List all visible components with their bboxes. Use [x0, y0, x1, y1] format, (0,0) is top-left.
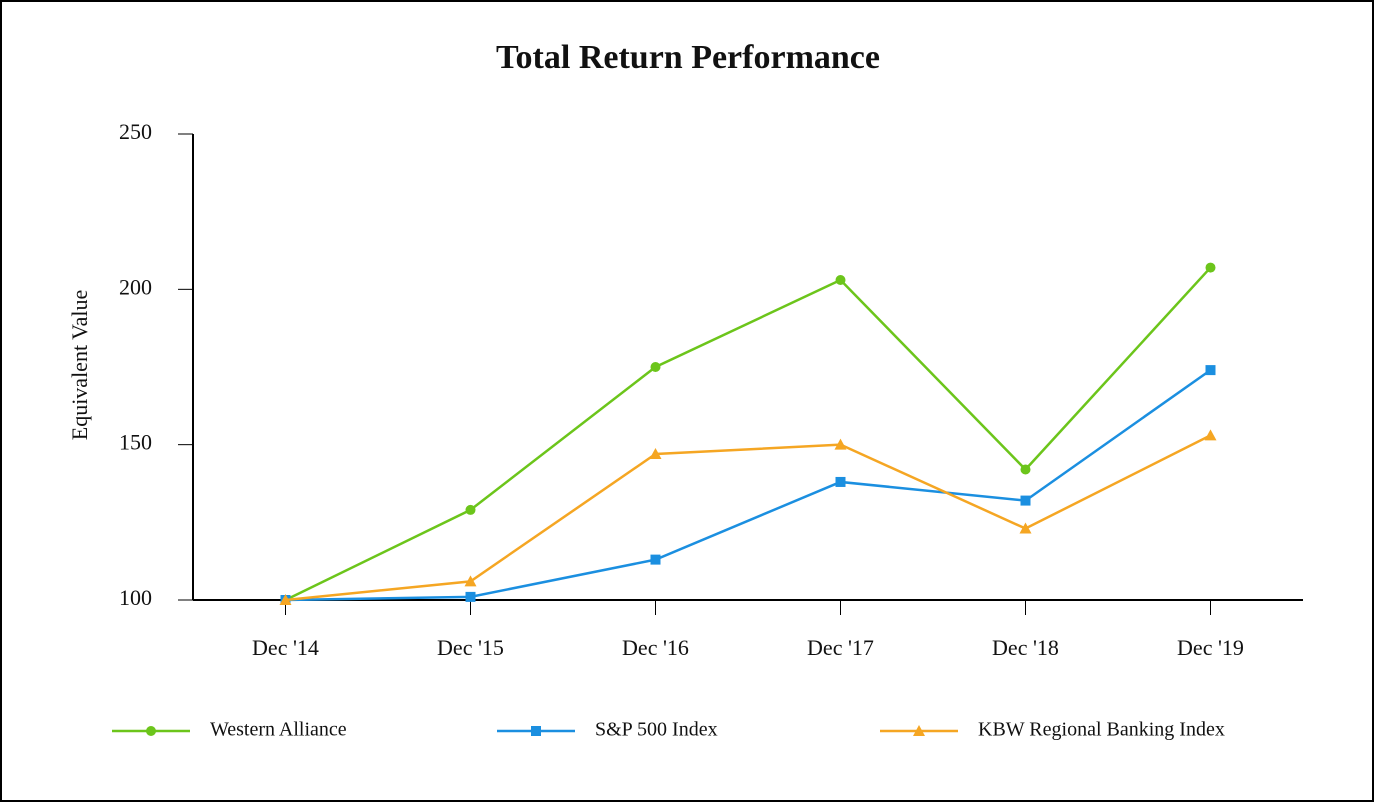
series-line	[285, 369, 1212, 602]
legend-label: Western Alliance	[210, 719, 347, 741]
data-point	[279, 594, 292, 605]
data-point	[465, 591, 476, 602]
data-point	[650, 554, 661, 565]
data-point	[465, 504, 476, 515]
x-tick-label: Dec '18	[992, 635, 1059, 660]
data-point	[1205, 262, 1216, 273]
data-point	[650, 362, 661, 372]
data-point	[1019, 522, 1032, 534]
data-point	[1020, 495, 1031, 506]
x-tick-label: Dec '14	[252, 635, 319, 660]
data-point	[1204, 429, 1217, 441]
legend-marker	[146, 726, 156, 736]
x-tick-label: Dec '16	[622, 635, 689, 660]
y-tick-label: 150	[119, 430, 152, 455]
data-point	[1205, 365, 1216, 376]
data-point	[464, 575, 477, 587]
series-line	[284, 266, 1212, 602]
data-point	[835, 275, 846, 286]
y-tick-label: 100	[119, 585, 152, 610]
legend-marker	[531, 726, 541, 736]
data-point	[649, 447, 662, 459]
series-line	[285, 434, 1212, 602]
chart-title: Total Return Performance	[496, 39, 880, 76]
legend-label: S&P 500 Index	[595, 719, 718, 741]
data-point	[835, 476, 846, 487]
legend-label: KBW Regional Banking Index	[978, 719, 1225, 741]
x-tick-label: Dec '17	[807, 635, 874, 660]
x-tick-label: Dec '19	[1177, 635, 1244, 660]
legend-marker	[913, 725, 925, 736]
y-tick-label: 200	[119, 274, 152, 299]
data-point	[834, 438, 847, 450]
y-axis-label: Equivalent Value	[67, 290, 92, 441]
y-tick-label: 250	[119, 119, 152, 144]
data-point	[1020, 464, 1031, 475]
x-tick-label: Dec '15	[437, 635, 504, 660]
